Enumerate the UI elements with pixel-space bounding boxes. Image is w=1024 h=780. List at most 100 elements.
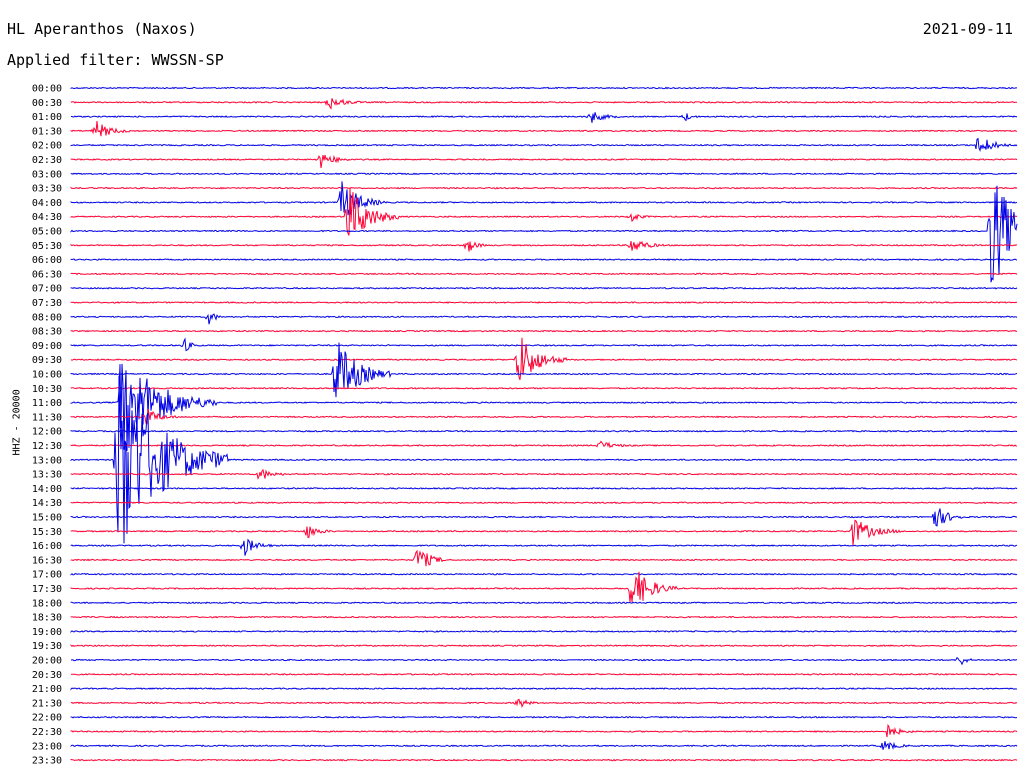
seismogram-trace-red	[70, 758, 1018, 762]
row-time-label: 03:00	[32, 169, 62, 180]
row-time-label: 03:30	[32, 184, 62, 195]
seismogram-trace-red	[70, 408, 1018, 425]
seismogram-trace-blue	[70, 286, 1018, 290]
seismogram-trace-blue	[70, 137, 1018, 152]
row-time-label: 16:00	[32, 541, 62, 552]
row-time-label: 02:30	[32, 155, 62, 166]
row-time-label: 13:00	[32, 455, 62, 466]
seismogram-trace-blue	[70, 363, 1018, 452]
row-time-label: 21:00	[32, 684, 62, 695]
row-time-label: 20:30	[32, 670, 62, 681]
row-time-label: 19:30	[32, 641, 62, 652]
date-label: 2021-09-11	[922, 20, 1013, 38]
seismogram-trace-red	[70, 386, 1018, 390]
row-time-label: 10:30	[32, 384, 62, 395]
seismogram-trace-red	[70, 186, 1018, 190]
row-time-label: 11:00	[32, 398, 62, 409]
row-time-label: 10:00	[32, 370, 62, 381]
seismogram-trace-red	[70, 329, 1018, 333]
seismogram-trace-blue	[70, 487, 1018, 490]
row-time-label: 01:00	[32, 112, 62, 123]
seismogram-trace-blue	[70, 258, 1018, 261]
row-time-label: 13:30	[32, 470, 62, 481]
seismogram-trace-red	[70, 440, 1017, 449]
filter-label: Applied filter: WWSSN-SP	[7, 51, 224, 69]
seismogram-trace-red	[70, 301, 1018, 304]
seismogram-trace-red	[71, 672, 1018, 676]
row-time-label: 11:30	[32, 412, 62, 423]
seismogram-trace-red	[70, 571, 1018, 603]
row-time-label: 16:30	[32, 555, 62, 566]
seismogram-trace-red	[70, 337, 1018, 380]
seismogram-trace-red	[70, 519, 1018, 546]
seismogram-trace-blue	[70, 337, 1018, 352]
seismogram-trace-blue	[70, 630, 1018, 634]
row-time-label: 23:30	[32, 756, 62, 767]
row-time-label: 15:30	[32, 527, 62, 538]
seismogram-trace-red	[70, 615, 1018, 619]
row-time-label: 00:00	[32, 84, 62, 95]
seismogram-trace-blue	[70, 112, 1018, 123]
row-time-label: 08:30	[32, 327, 62, 338]
row-time-label: 21:30	[32, 698, 62, 709]
seismogram-trace-blue	[70, 86, 1018, 90]
seismogram-trace-red	[70, 240, 1018, 252]
row-time-label: 23:00	[32, 741, 62, 752]
row-time-label: 06:30	[32, 269, 62, 280]
row-time-label: 22:30	[32, 727, 62, 738]
seismogram-trace-blue	[70, 687, 1018, 691]
row-time-label: 17:30	[32, 584, 62, 595]
seismogram-trace-red	[70, 501, 1018, 505]
seismogram-trace-red	[70, 272, 1018, 276]
row-time-label: 14:30	[32, 498, 62, 509]
seismogram-trace-blue	[70, 656, 1017, 666]
row-time-label: 14:00	[32, 484, 62, 495]
row-time-label: 12:00	[32, 427, 62, 438]
seismogram-trace-blue	[70, 172, 1018, 176]
seismogram-trace-blue	[70, 185, 1018, 283]
seismogram-trace-blue	[70, 342, 1018, 398]
row-time-label: 02:00	[32, 141, 62, 152]
row-time-label: 00:30	[32, 98, 62, 109]
seismogram-trace-blue	[70, 741, 1018, 750]
row-time-label: 01:30	[32, 126, 62, 137]
row-time-label: 05:30	[32, 241, 62, 252]
row-time-label: 19:00	[32, 627, 62, 638]
station-title: HL Aperanthos (Naxos)	[7, 20, 197, 38]
seismogram-trace-blue	[70, 601, 1018, 605]
row-time-label: 09:30	[32, 355, 62, 366]
row-time-label: 07:30	[32, 298, 62, 309]
seismogram-trace-blue	[70, 429, 1018, 433]
row-time-label: 09:00	[32, 341, 62, 352]
seismogram-trace-red	[70, 120, 1018, 137]
row-time-label: 08:00	[32, 312, 62, 323]
seismogram-trace-blue	[70, 313, 1018, 325]
seismogram-trace-blue	[70, 715, 1018, 719]
row-time-label: 20:00	[32, 656, 62, 667]
seismogram-trace-red	[70, 187, 1018, 236]
row-time-label: 04:00	[32, 198, 62, 209]
row-time-label: 05:00	[32, 227, 62, 238]
seismogram-trace-blue	[70, 572, 1018, 576]
seismogram-trace-blue	[70, 181, 1018, 216]
row-time-label: 15:00	[32, 513, 62, 524]
seismogram-trace-red	[70, 644, 1018, 648]
row-time-label: 04:30	[32, 212, 62, 223]
row-time-label: 18:30	[32, 613, 62, 624]
seismogram-trace-red	[70, 723, 1018, 738]
row-time-label: 17:00	[32, 570, 62, 581]
seismogram-trace-blue	[70, 375, 1018, 544]
row-time-label: 07:00	[32, 284, 62, 295]
seismogram-trace-red	[70, 698, 1018, 709]
row-time-label: 18:00	[32, 598, 62, 609]
seismogram-trace-blue	[70, 538, 1018, 556]
seismogram-trace-red	[70, 549, 1018, 567]
seismogram-trace-red	[70, 468, 1018, 480]
row-time-label: 12:30	[32, 441, 62, 452]
seismogram-trace-red	[70, 98, 1018, 110]
row-time-label: 06:00	[32, 255, 62, 266]
row-time-label: 22:00	[32, 713, 62, 724]
seismogram-trace-red	[70, 154, 1018, 169]
seismogram-trace-blue	[70, 508, 1018, 527]
